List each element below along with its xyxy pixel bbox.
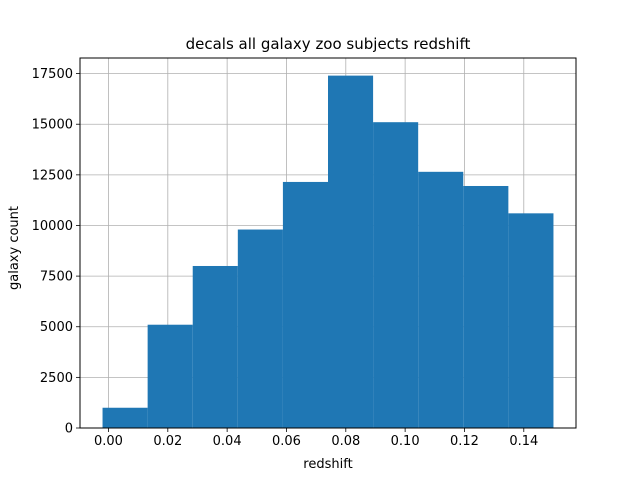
x-tick-label: 0.02 (153, 434, 182, 449)
ticks-layer: 0.00 0.02 0.04 0.06 0.08 0.10 0.12 0.14 0 2500 500… (32, 67, 539, 449)
x-tick-label: 0.10 (391, 434, 420, 449)
bars-layer (102, 75, 554, 429)
y-tick-label: 15000 (32, 118, 73, 133)
axes-frame (79, 57, 577, 429)
histogram-bar (418, 171, 464, 428)
x-tick-label: 0.12 (450, 434, 479, 449)
x-tick-label: 0.06 (272, 434, 301, 449)
x-axis-label: redshift (303, 457, 352, 472)
histogram-bar (508, 213, 554, 428)
y-tick-label: 12500 (32, 168, 73, 183)
histogram-bar (147, 324, 193, 428)
y-tick-label: 7500 (40, 270, 73, 285)
histogram-bar (282, 181, 328, 428)
histogram-bar (328, 75, 374, 428)
y-tick-label: 0 (65, 422, 73, 437)
x-tick-label: 0.14 (509, 434, 538, 449)
y-tick-label: 10000 (32, 219, 73, 234)
y-tick-label: 2500 (40, 371, 73, 386)
y-axis-label: galaxy count (7, 206, 22, 290)
histogram-bar (237, 229, 283, 428)
y-tick-label: 17500 (32, 67, 73, 82)
histogram-bar (463, 185, 509, 428)
histogram-bar (102, 407, 148, 428)
x-tick-label: 0.08 (331, 434, 360, 449)
x-tick-label: 0.00 (94, 434, 123, 449)
chart-title: decals all galaxy zoo subjects redshift (186, 35, 471, 53)
y-tick-label: 5000 (40, 320, 73, 335)
histogram-bar (192, 265, 238, 428)
histogram-bar (373, 122, 419, 429)
x-tick-label: 0.04 (213, 434, 242, 449)
